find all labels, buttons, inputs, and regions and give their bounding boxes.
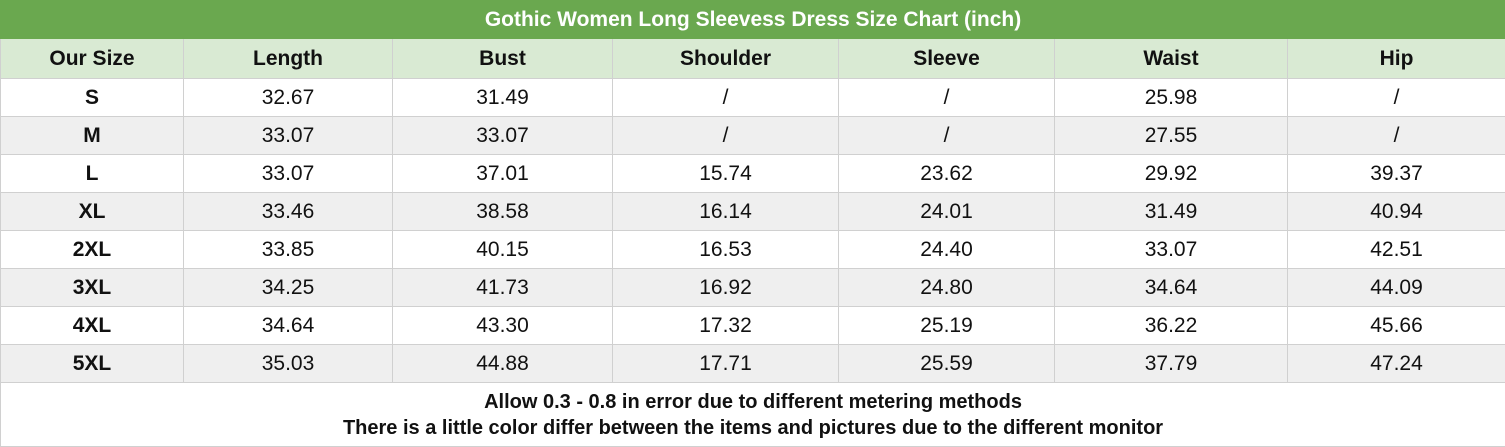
size-label: 2XL <box>1 231 184 269</box>
measurement: 27.55 <box>1055 117 1288 155</box>
measurement: 34.64 <box>184 307 393 345</box>
measurement: 29.92 <box>1055 155 1288 193</box>
measurement: 33.07 <box>184 117 393 155</box>
notes-row: Allow 0.3 - 0.8 in error due to differen… <box>1 383 1505 447</box>
measurement: 41.73 <box>393 269 613 307</box>
measurement: 25.19 <box>839 307 1055 345</box>
column-header: Waist <box>1055 39 1288 79</box>
measurement: 33.85 <box>184 231 393 269</box>
note-line: There is a little color differ between t… <box>1 415 1505 441</box>
measurement: 45.66 <box>1288 307 1505 345</box>
measurement: 25.59 <box>839 345 1055 383</box>
note-line: Allow 0.3 - 0.8 in error due to differen… <box>1 389 1505 415</box>
measurement: 35.03 <box>184 345 393 383</box>
size-label: L <box>1 155 184 193</box>
measurement: 40.15 <box>393 231 613 269</box>
measurement: 33.46 <box>184 193 393 231</box>
size-label: 3XL <box>1 269 184 307</box>
measurement: / <box>1288 79 1505 117</box>
measurement: 24.01 <box>839 193 1055 231</box>
measurement: 43.30 <box>393 307 613 345</box>
measurement: 42.51 <box>1288 231 1505 269</box>
measurement: 36.22 <box>1055 307 1288 345</box>
table-title: Gothic Women Long Sleevess Dress Size Ch… <box>1 1 1505 39</box>
measurement: 17.71 <box>613 345 839 383</box>
size-label: XL <box>1 193 184 231</box>
measurement: 44.09 <box>1288 269 1505 307</box>
measurement: 47.24 <box>1288 345 1505 383</box>
measurement: 24.80 <box>839 269 1055 307</box>
measurement: 37.79 <box>1055 345 1288 383</box>
size-label: S <box>1 79 184 117</box>
size-label: 4XL <box>1 307 184 345</box>
measurement: 40.94 <box>1288 193 1505 231</box>
measurement: / <box>839 79 1055 117</box>
measurement: 31.49 <box>393 79 613 117</box>
notes: Allow 0.3 - 0.8 in error due to differen… <box>1 383 1505 447</box>
measurement: 37.01 <box>393 155 613 193</box>
column-header: Sleeve <box>839 39 1055 79</box>
column-header: Our Size <box>1 39 184 79</box>
measurement: / <box>839 117 1055 155</box>
measurement: 44.88 <box>393 345 613 383</box>
measurement: 39.37 <box>1288 155 1505 193</box>
measurement: 33.07 <box>184 155 393 193</box>
measurement: / <box>613 79 839 117</box>
measurement: / <box>613 117 839 155</box>
measurement: 32.67 <box>184 79 393 117</box>
measurement: 34.25 <box>184 269 393 307</box>
measurement: 17.32 <box>613 307 839 345</box>
measurement: 16.14 <box>613 193 839 231</box>
size-label: 5XL <box>1 345 184 383</box>
title-row: Gothic Women Long Sleevess Dress Size Ch… <box>1 1 1505 39</box>
size-label: M <box>1 117 184 155</box>
measurement: 16.53 <box>613 231 839 269</box>
measurement: 15.74 <box>613 155 839 193</box>
measurement: 25.98 <box>1055 79 1288 117</box>
column-header: Shoulder <box>613 39 839 79</box>
measurement: 23.62 <box>839 155 1055 193</box>
measurement: 31.49 <box>1055 193 1288 231</box>
measurement: 24.40 <box>839 231 1055 269</box>
measurement: 16.92 <box>613 269 839 307</box>
measurement: 33.07 <box>393 117 613 155</box>
measurement: 34.64 <box>1055 269 1288 307</box>
column-header: Hip <box>1288 39 1505 79</box>
column-header: Bust <box>393 39 613 79</box>
measurement: 33.07 <box>1055 231 1288 269</box>
column-header: Length <box>184 39 393 79</box>
measurement: 38.58 <box>393 193 613 231</box>
measurement: / <box>1288 117 1505 155</box>
